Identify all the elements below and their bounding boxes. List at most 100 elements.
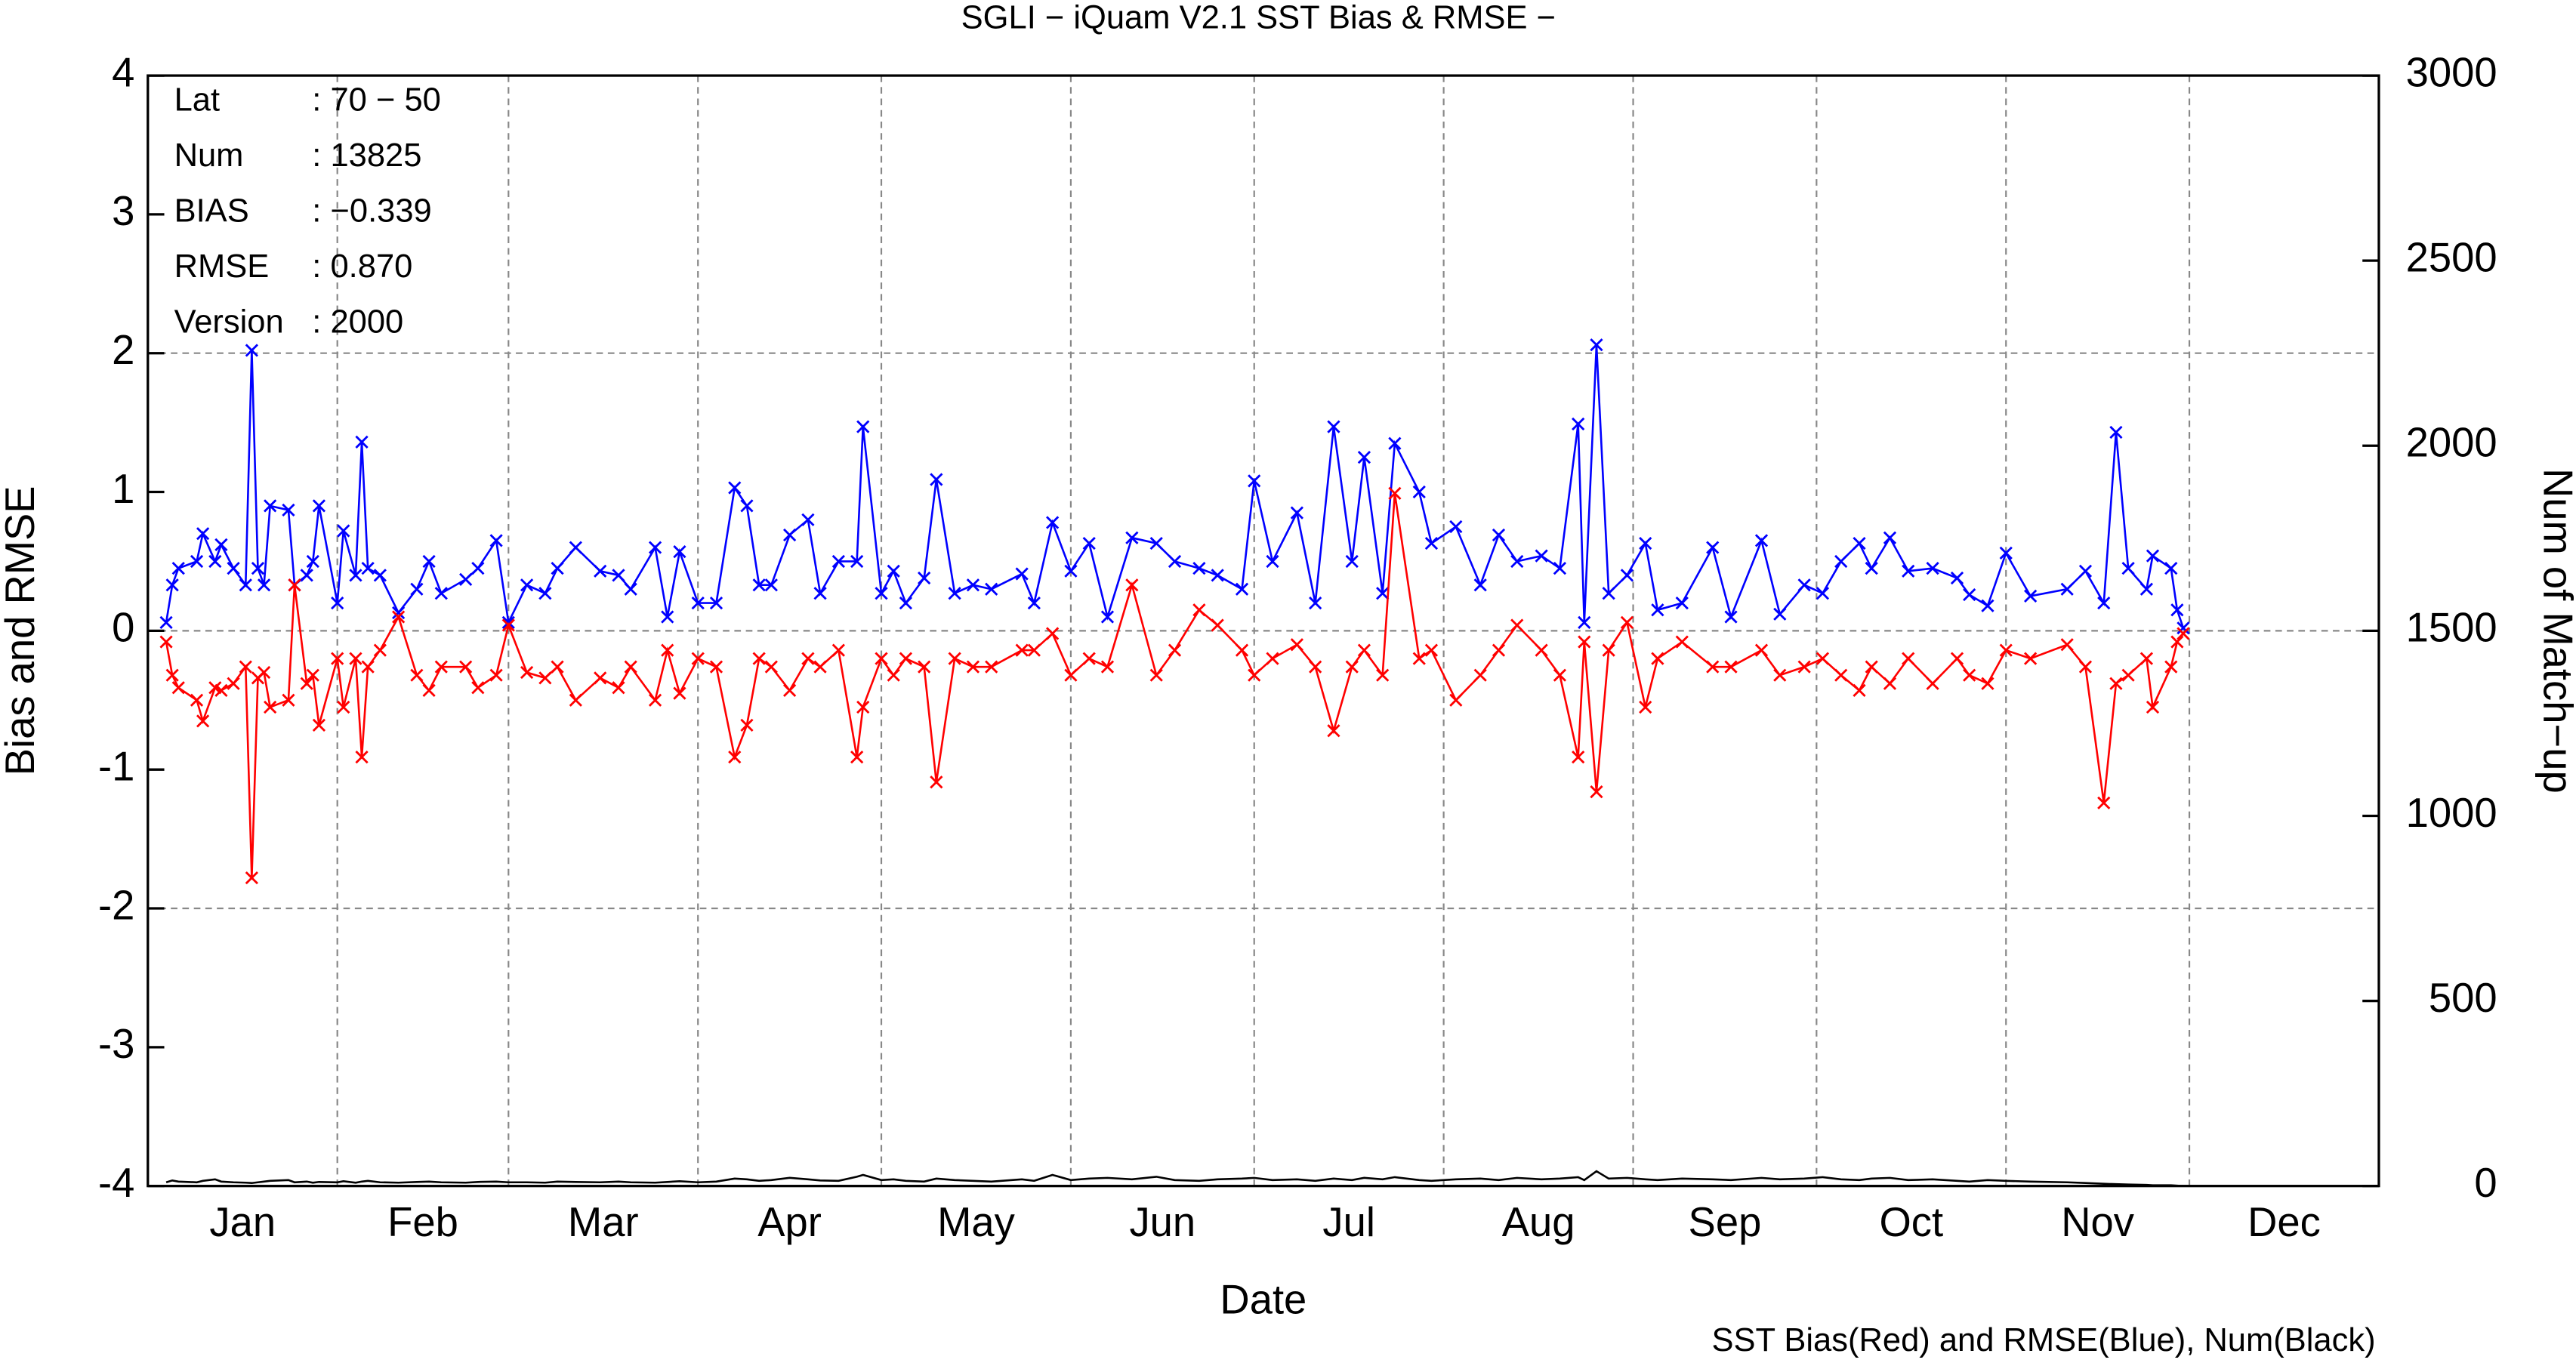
point-marker (1981, 599, 1994, 612)
point-marker (1902, 564, 1915, 578)
y-tick-label: -2 (98, 882, 134, 928)
y-tick-label: 2 (112, 327, 134, 373)
stat-label: BIAS (174, 193, 249, 229)
point-marker (930, 775, 943, 789)
point-marker (856, 700, 870, 714)
point-marker (1865, 562, 1878, 575)
point-marker (1926, 677, 1939, 690)
y2-tick-label: 1000 (2406, 790, 2497, 836)
point-marker (1773, 607, 1787, 621)
point-marker (1211, 569, 1224, 582)
point-marker (214, 538, 228, 552)
point-marker (1309, 660, 1322, 674)
point-marker (1327, 724, 1340, 738)
point-marker (2164, 562, 2178, 575)
point-marker (306, 668, 319, 682)
point-marker (1100, 610, 1115, 624)
point-marker (899, 652, 913, 665)
point-marker (1651, 652, 1664, 665)
point-marker (783, 528, 797, 542)
point-marker (1412, 485, 1426, 499)
point-marker (594, 564, 607, 578)
point-marker (214, 683, 228, 698)
point-marker (349, 569, 362, 582)
x-tick-label: Jul (1322, 1199, 1375, 1245)
point-marker (1950, 571, 1964, 585)
point-marker (282, 693, 295, 707)
point-marker (918, 660, 931, 674)
point-marker (691, 596, 705, 610)
y2-tick-label: 0 (2474, 1160, 2497, 1206)
x-tick-label: Nov (2061, 1199, 2134, 1245)
y2-tick-label: 2500 (2406, 235, 2497, 281)
point-marker (1883, 531, 1897, 544)
point-marker (1309, 596, 1322, 610)
point-marker (1865, 660, 1878, 674)
x-tick-label: Oct (1879, 1199, 1943, 1245)
point-marker (306, 554, 319, 569)
point-marker (1327, 420, 1340, 433)
point-marker (752, 652, 766, 665)
point-marker (612, 681, 625, 695)
point-marker (1235, 582, 1249, 596)
point-marker (691, 652, 705, 665)
point-marker (489, 534, 503, 547)
point-marker (1963, 587, 1976, 602)
point-marker (850, 554, 864, 569)
point-marker (2097, 596, 2111, 610)
point-marker (251, 562, 265, 575)
point-marker (2024, 652, 2038, 665)
y-tick-label: -3 (98, 1021, 134, 1067)
point-marker (331, 652, 344, 665)
point-marker (355, 435, 369, 449)
point-marker (1883, 677, 1897, 690)
point-marker (1675, 596, 1689, 610)
point-marker (569, 693, 582, 707)
y-tick-label: 3 (112, 188, 134, 234)
point-marker (373, 643, 387, 657)
point-marker (1620, 569, 1634, 582)
point-marker (899, 596, 913, 610)
point-marker (1015, 643, 1029, 657)
point-marker (1706, 541, 1720, 554)
point-marker (1981, 677, 1994, 690)
point-marker (875, 587, 888, 600)
point-marker (1572, 417, 1585, 431)
point-marker (1082, 652, 1096, 665)
point-marker (813, 587, 827, 600)
point-marker (208, 554, 222, 569)
point-marker (538, 587, 552, 600)
point-marker (349, 652, 362, 665)
point-marker (2139, 582, 2154, 596)
point-marker (361, 562, 375, 575)
stat-label: RMSE (174, 248, 270, 285)
point-marker (1168, 643, 1182, 657)
series-line (165, 344, 2185, 629)
point-marker (1963, 668, 1976, 682)
point-marker (300, 569, 313, 582)
point-marker (887, 564, 900, 578)
point-marker (661, 610, 674, 624)
point-marker (1510, 554, 1524, 569)
point-marker (538, 671, 552, 685)
point-marker (1816, 652, 1830, 665)
point-marker (471, 562, 485, 575)
point-marker (728, 481, 742, 495)
point-marker (410, 582, 424, 596)
point-marker (459, 572, 473, 586)
point-marker (1449, 693, 1463, 707)
point-marker (2170, 603, 2184, 617)
point-marker (1754, 534, 1769, 547)
point-marker (337, 700, 350, 714)
point-marker (918, 571, 931, 585)
x-tick-label: Aug (1502, 1199, 1575, 1245)
x-tick-label: Jun (1129, 1199, 1195, 1245)
point-marker (1064, 564, 1078, 578)
point-marker (489, 668, 503, 682)
point-marker (850, 751, 864, 764)
point-marker (2121, 562, 2135, 575)
point-marker (312, 718, 326, 732)
point-marker (1639, 536, 1652, 550)
point-marker (2060, 582, 2074, 596)
